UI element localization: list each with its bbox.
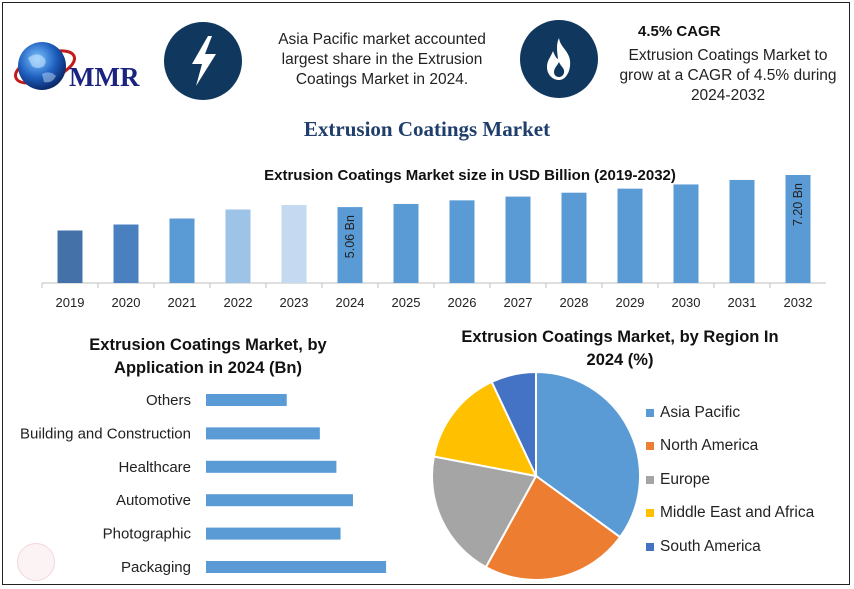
brand-logo-text: MMR bbox=[69, 62, 140, 92]
x-tick-label-2029: 2029 bbox=[616, 295, 645, 310]
bar-2021 bbox=[169, 218, 195, 283]
market-size-bar-chart: 2019 2020 2021 2022 2023 2024 2025 2026 2027 2028… bbox=[41, 175, 826, 310]
region-legend: Asia Pacific North America Europe Middle Ea… bbox=[646, 396, 814, 564]
bar-2027 bbox=[505, 196, 531, 283]
cagr-headline: 4.5% CAGR bbox=[638, 23, 721, 40]
legend-item-north-america: North America bbox=[646, 430, 814, 464]
data-label-2024: 5.06 Bn bbox=[343, 215, 357, 258]
bar-2028 bbox=[561, 192, 587, 283]
legend-item-asia-pacific: Asia Pacific bbox=[646, 396, 814, 430]
legend-item-south-america: South America bbox=[646, 530, 814, 564]
legend-item-middle-east-and-africa: Middle East and Africa bbox=[646, 497, 814, 531]
x-tick-label-2020: 2020 bbox=[112, 295, 141, 310]
x-tick-label-2032: 2032 bbox=[784, 295, 813, 310]
x-tick-label-2019: 2019 bbox=[56, 295, 85, 310]
legend-label: Asia Pacific bbox=[660, 403, 741, 421]
hbar-packaging bbox=[206, 561, 387, 573]
category-label-healthcare: Healthcare bbox=[118, 459, 191, 476]
flame-badge bbox=[520, 20, 598, 98]
hbar-healthcare bbox=[206, 460, 337, 473]
lightning-bolt-icon bbox=[192, 36, 216, 86]
pie-slice-asia-pacific bbox=[535, 370, 641, 539]
bar-2024 bbox=[337, 207, 363, 283]
pie-slice-south-america bbox=[490, 370, 537, 477]
market-size-chart-title: Extrusion Coatings Market size in USD Bi… bbox=[264, 167, 676, 184]
asia-pacific-info-text: Asia Pacific market accounted largest sh… bbox=[278, 31, 486, 88]
pie-slice-europe bbox=[431, 455, 538, 569]
category-label-others: Others bbox=[146, 392, 191, 409]
region-chart-title: Extrusion Coatings Market, by Region In … bbox=[461, 328, 779, 369]
legend-swatch bbox=[646, 442, 654, 451]
legend-swatch bbox=[646, 509, 654, 518]
flame-icon bbox=[547, 38, 571, 80]
mmr-globe-logo bbox=[14, 42, 76, 90]
category-label-photographic: Photographic bbox=[103, 526, 192, 543]
bar-2025 bbox=[393, 203, 419, 283]
bar-2031 bbox=[729, 179, 755, 283]
pie-slice-north-america bbox=[484, 474, 622, 581]
main-title: Extrusion Coatings Market bbox=[303, 117, 551, 141]
legend-label: Europe bbox=[660, 470, 710, 488]
hbar-building-and-construction bbox=[206, 427, 320, 440]
x-tick-label-2026: 2026 bbox=[448, 295, 477, 310]
application-bar-chart: Others Building and Construction Healthcar… bbox=[20, 392, 387, 576]
x-tick-label-2028: 2028 bbox=[560, 295, 589, 310]
region-pie-chart bbox=[431, 370, 641, 581]
lightning-badge bbox=[164, 22, 242, 100]
watermark-emblem bbox=[17, 543, 55, 581]
legend-label: South America bbox=[660, 537, 761, 555]
legend-swatch bbox=[646, 408, 654, 417]
category-label-building-and-construction: Building and Construction bbox=[20, 425, 191, 442]
application-chart-title: Extrusion Coatings Market, by Applicatio… bbox=[89, 336, 327, 377]
cagr-info-text: Extrusion Coatings Market to grow at a C… bbox=[619, 47, 837, 104]
x-tick-label-2023: 2023 bbox=[280, 295, 309, 310]
category-label-automotive: Automotive bbox=[116, 492, 191, 509]
legend-swatch bbox=[646, 475, 654, 484]
category-label-packaging: Packaging bbox=[121, 559, 191, 576]
hbar-automotive bbox=[206, 494, 353, 507]
legend-swatch bbox=[646, 542, 654, 551]
bar-2026 bbox=[449, 200, 475, 283]
pie-slice-middle-east-and-africa bbox=[432, 380, 538, 478]
x-tick-label-2021: 2021 bbox=[168, 295, 197, 310]
x-tick-label-2027: 2027 bbox=[504, 295, 533, 310]
legend-item-europe: Europe bbox=[646, 463, 814, 497]
bar-2019 bbox=[57, 230, 83, 283]
x-tick-label-2024: 2024 bbox=[336, 295, 365, 310]
bar-2029 bbox=[617, 188, 643, 283]
bar-2032 bbox=[785, 175, 811, 283]
bar-2022 bbox=[225, 209, 251, 283]
data-label-2032: 7.20 Bn bbox=[791, 183, 805, 226]
bar-2020 bbox=[113, 224, 139, 283]
bar-2023 bbox=[281, 205, 307, 283]
hbar-photographic bbox=[206, 527, 341, 540]
hbar-others bbox=[206, 394, 287, 406]
x-tick-label-2025: 2025 bbox=[392, 295, 421, 310]
x-tick-label-2030: 2030 bbox=[672, 295, 701, 310]
bar-2030 bbox=[673, 184, 699, 283]
legend-label: North America bbox=[660, 437, 759, 455]
x-tick-label-2022: 2022 bbox=[224, 295, 253, 310]
legend-label: Middle East and Africa bbox=[660, 504, 815, 522]
x-tick-label-2031: 2031 bbox=[728, 295, 757, 310]
